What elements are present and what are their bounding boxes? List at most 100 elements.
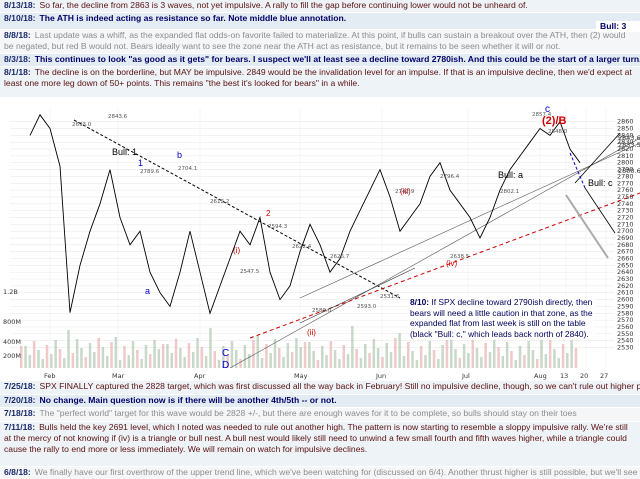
volume-bar <box>144 345 148 368</box>
volume-bar <box>84 357 87 368</box>
volume-bar <box>295 338 298 368</box>
volume-bar <box>54 340 57 368</box>
volume-bar <box>557 358 560 368</box>
volume-bar <box>372 339 376 368</box>
y-tick-label: 2550 <box>617 330 634 338</box>
volume-bar <box>256 335 259 368</box>
x-tick-label: Jul <box>461 372 470 380</box>
note-date: 7/18/18: <box>4 408 36 418</box>
y-tick-label: 2730 <box>617 207 634 215</box>
x-tick-label: 27 <box>600 372 608 380</box>
volume-bar <box>290 352 294 368</box>
vol-label-4: 200M <box>3 352 21 360</box>
volume-bar <box>475 348 479 368</box>
note-date: 8/3/18: <box>4 54 31 64</box>
volume-bar <box>544 354 548 368</box>
volume-bar <box>381 357 384 368</box>
volume-bar <box>346 354 350 368</box>
note-date: 7/11/18: <box>4 422 36 432</box>
y-tick-label: 2720 <box>617 213 634 221</box>
y-tick-label: 2590 <box>617 302 634 310</box>
volume-bar <box>174 339 178 368</box>
volume-bar <box>161 344 165 368</box>
note-text: Bulls held the key 2691 level, which I n… <box>4 422 628 454</box>
y-tick-label: 2800 <box>617 159 634 167</box>
volume-bar <box>217 360 221 368</box>
volume-bar <box>566 353 569 368</box>
volume-bar <box>278 348 281 368</box>
volume-bar <box>243 345 247 368</box>
volume-bar <box>260 358 264 368</box>
vol-label-2: 800M <box>3 318 21 326</box>
volume-bar <box>312 351 315 368</box>
wave-labels: Bull: 1 1 b a (2)/B c Bull: a Bull: c (i… <box>72 104 613 371</box>
volume-bar <box>570 339 573 368</box>
volume-bar <box>209 328 212 368</box>
volume-bar <box>166 344 169 368</box>
trendline-channel <box>229 137 640 369</box>
y-tick-label: 2580 <box>617 309 634 317</box>
note-date: 8/10/18: <box>4 13 36 23</box>
volume-bar <box>493 324 496 368</box>
volume-bar <box>58 349 62 368</box>
note-date: 6/8/18: <box>4 467 31 477</box>
note-top-3: 8/3/18: This continues to look "as good a… <box>0 54 640 66</box>
volume-bar <box>282 357 285 368</box>
volume-bar <box>239 359 242 368</box>
note-text: This continues to look "as good as it ge… <box>34 54 640 64</box>
volume-bar <box>213 351 216 368</box>
y-tick-label: 2610 <box>617 289 634 297</box>
y-tick-label: 2840 <box>617 131 634 139</box>
bull-c-path-b <box>584 187 616 234</box>
volume-bar <box>308 342 311 368</box>
volume-bar <box>510 351 513 368</box>
note-text: We finally have our first overthrow of t… <box>34 467 640 477</box>
volume-bar <box>407 342 410 368</box>
y-tick-label: 2860 <box>617 118 634 126</box>
volume-bar <box>531 350 535 368</box>
volume-bar <box>398 333 401 368</box>
volume-bar <box>50 354 53 368</box>
volume-bar <box>488 352 492 368</box>
price-mark-label: 2638.5 <box>450 254 470 260</box>
x-tick-label: 20 <box>580 372 588 380</box>
y-tick-label: 2780 <box>617 172 634 180</box>
note-date: 7/20/18: <box>4 395 36 405</box>
price-mark-label: 2857.4 <box>532 112 552 118</box>
bull-c-path-a <box>574 132 621 184</box>
price-mark-label: 2626.7 <box>330 254 350 260</box>
label-wave-c: c <box>545 104 550 115</box>
price-mark-label: 2612.2 <box>210 199 229 205</box>
volume-bar <box>497 347 500 368</box>
volume-bar <box>548 340 552 368</box>
callout-8-10: 8/10: If SPX decline toward 2790ish dire… <box>408 296 595 341</box>
volume-bar <box>230 341 234 368</box>
y-tick-label: 2650 <box>617 261 634 269</box>
blue-path <box>569 152 586 189</box>
volume-bar <box>553 349 556 368</box>
volume-bar <box>471 339 474 368</box>
volume-bar <box>480 357 483 368</box>
trend-lines <box>73 119 640 369</box>
price-mark-label: 2531.6 <box>380 294 400 300</box>
label-wave-a: a <box>145 286 150 296</box>
y-tick-label: 2750 <box>617 193 634 201</box>
y-tick-label: 2850 <box>617 125 634 133</box>
price-mark-label: 2848.0 <box>548 129 568 135</box>
volume-bar <box>192 352 195 368</box>
x-tick-label: Mar <box>112 372 125 380</box>
x-tick-label: Aug <box>534 372 547 380</box>
note-top-1: 8/10/18: The ATH is indeed acting as resi… <box>0 13 640 29</box>
note-text: The decline is on the borderline, but MA… <box>4 67 632 88</box>
volume-bar <box>247 354 251 368</box>
volume-bar <box>179 348 182 368</box>
volume-bar <box>574 348 578 368</box>
volume-bar <box>153 340 156 368</box>
volume-bar <box>24 346 27 368</box>
volume-bar <box>32 341 36 368</box>
volume-bar <box>200 347 204 368</box>
volume-bar <box>183 357 186 368</box>
volume-bar <box>286 343 290 368</box>
x-tick-label: 13 <box>560 372 568 380</box>
trendline-descending <box>73 119 401 299</box>
